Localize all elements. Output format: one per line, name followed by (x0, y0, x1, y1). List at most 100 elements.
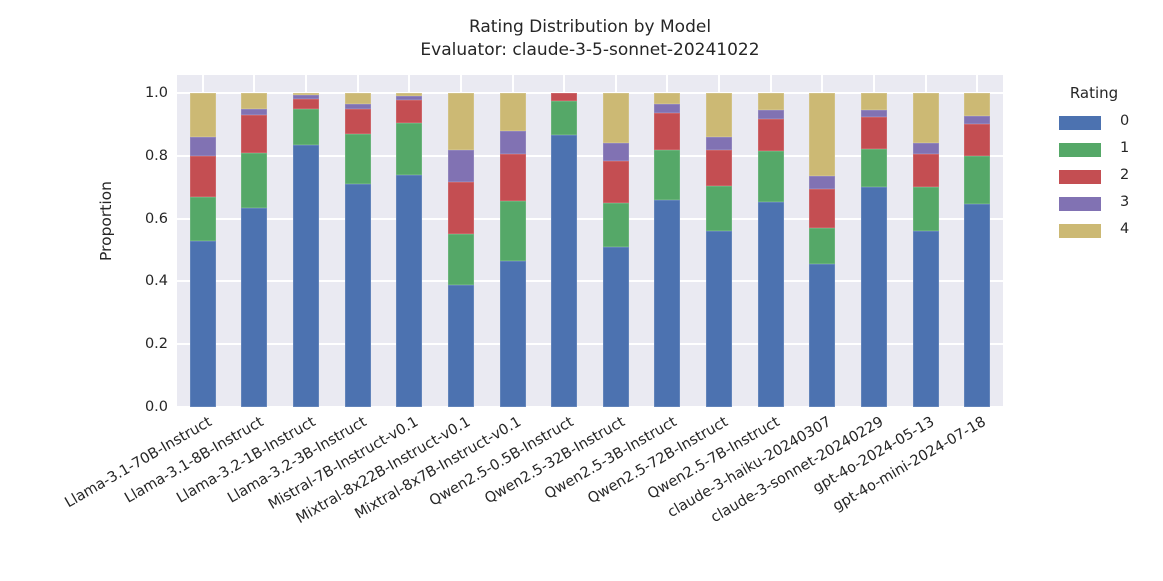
bar-Llama-3.2-3B-Instruct (344, 75, 371, 407)
bar-Llama-3.1-8B-Instruct (241, 75, 268, 407)
chart-subtitle: Evaluator: claude-3-5-sonnet-20241022 (420, 40, 760, 60)
bar-segment-rating-1 (241, 152, 268, 208)
bar-segment-rating-1 (602, 202, 629, 247)
bar-segment-rating-1 (654, 149, 681, 200)
legend-swatch (1059, 170, 1101, 184)
bar-segment-rating-1 (344, 133, 371, 185)
bar-gpt-4o-2024-05-13 (912, 75, 939, 407)
bar-segment-rating-1 (447, 234, 474, 285)
legend-swatch (1059, 116, 1101, 130)
bar-segment-rating-1 (499, 201, 526, 261)
bar-Qwen2.5-72B-Instruct (706, 75, 733, 407)
bar-segment-rating-2 (654, 113, 681, 150)
y-tick-label: 0.8 (144, 147, 168, 164)
bar-segment-rating-2 (706, 149, 733, 186)
legend-swatch (1059, 143, 1101, 157)
bar-segment-rating-0 (602, 246, 629, 407)
horizontal-gridline (177, 406, 1003, 408)
horizontal-gridline (177, 280, 1003, 283)
legend-item-rating-4: 4 (1048, 219, 1163, 246)
bar-segment-rating-4 (602, 93, 629, 144)
bar-segment-rating-2 (551, 93, 578, 101)
bar-segment-rating-3 (964, 115, 991, 125)
bar-segment-rating-4 (189, 93, 216, 137)
bar-segment-rating-1 (551, 100, 578, 136)
legend-item-rating-3: 3 (1048, 192, 1163, 219)
bar-segment-rating-2 (447, 182, 474, 235)
bar-segment-rating-1 (293, 108, 320, 145)
bar-segment-rating-0 (447, 284, 474, 407)
bar-segment-rating-2 (912, 154, 939, 188)
bar-claude-3-haiku-20240307 (809, 75, 836, 407)
legend-label: 4 (1120, 221, 1130, 237)
bar-segment-rating-0 (809, 264, 836, 407)
bar-segment-rating-1 (706, 185, 733, 232)
bar-segment-rating-3 (706, 136, 733, 150)
bar-segment-rating-0 (860, 187, 887, 407)
bar-segment-rating-4 (654, 93, 681, 104)
bar-segment-rating-4 (241, 93, 268, 109)
legend-label: 3 (1120, 194, 1130, 210)
y-tick-label: 0.0 (144, 399, 168, 415)
y-tick-label: 1.0 (144, 85, 168, 101)
legend-label: 0 (1120, 113, 1130, 129)
bar-segment-rating-4 (912, 93, 939, 144)
bar-segment-rating-0 (551, 135, 578, 407)
bar-segment-rating-1 (860, 149, 887, 188)
legend-swatch (1059, 197, 1101, 211)
bar-segment-rating-0 (499, 260, 526, 407)
y-tick-label: 0.6 (144, 210, 168, 227)
bar-segment-rating-2 (189, 155, 216, 197)
horizontal-gridline (177, 92, 1003, 94)
bar-segment-rating-3 (189, 136, 216, 156)
bar-segment-rating-1 (396, 122, 423, 175)
bar-segment-rating-3 (293, 94, 320, 100)
bar-segment-rating-3 (447, 149, 474, 183)
bar-segment-rating-0 (654, 199, 681, 407)
bar-segment-rating-4 (860, 93, 887, 110)
legend-label: 2 (1120, 167, 1130, 183)
bar-segment-rating-1 (809, 228, 836, 265)
bar-segment-rating-4 (396, 93, 423, 97)
bar-segment-rating-3 (602, 143, 629, 161)
legend-item-rating-1: 1 (1048, 138, 1163, 165)
bar-segment-rating-0 (964, 204, 991, 407)
bar-Mixtral-8x7B-Instruct-v0.1 (499, 75, 526, 407)
bar-segment-rating-2 (293, 99, 320, 109)
bar-segment-rating-2 (860, 116, 887, 150)
bar-segment-rating-2 (344, 108, 371, 134)
bar-Mixtral-8x22B-Instruct-v0.1 (447, 75, 474, 407)
bar-segment-rating-0 (757, 201, 784, 407)
chart-title: Rating Distribution by Model (468, 17, 712, 37)
bar-segment-rating-2 (964, 124, 991, 156)
bar-segment-rating-3 (499, 130, 526, 155)
bar-segment-rating-2 (396, 100, 423, 123)
legend-item-rating-2: 2 (1048, 165, 1163, 192)
bar-Qwen2.5-7B-Instruct (757, 75, 784, 407)
bar-segment-rating-3 (757, 110, 784, 119)
bar-segment-rating-1 (964, 155, 991, 205)
bar-Qwen2.5-0.5B-Instruct (551, 75, 578, 407)
bar-segment-rating-0 (189, 240, 216, 407)
bar-segment-rating-2 (241, 114, 268, 153)
bar-claude-3-sonnet-20240229 (860, 75, 887, 407)
horizontal-gridline (177, 343, 1003, 346)
bar-segment-rating-3 (241, 108, 268, 115)
bar-segment-rating-2 (757, 118, 784, 151)
bar-segment-rating-0 (241, 207, 268, 407)
bar-segment-rating-3 (912, 143, 939, 155)
bar-Llama-3.1-70B-Instruct (189, 75, 216, 407)
bar-segment-rating-3 (809, 176, 836, 189)
bar-segment-rating-4 (344, 93, 371, 104)
bar-segment-rating-4 (809, 93, 836, 177)
bar-segment-rating-4 (447, 93, 474, 150)
bar-segment-rating-2 (602, 160, 629, 203)
bar-segment-rating-0 (344, 184, 371, 407)
bar-Qwen2.5-3B-Instruct (654, 75, 681, 407)
bar-segment-rating-3 (654, 103, 681, 114)
bar-segment-rating-3 (396, 96, 423, 101)
legend: Rating 0 1 2 3 4 (1048, 84, 1163, 246)
bar-Mistral-7B-Instruct-v0.1 (396, 75, 423, 407)
bar-segment-rating-4 (293, 93, 320, 95)
horizontal-gridline (177, 217, 1003, 220)
